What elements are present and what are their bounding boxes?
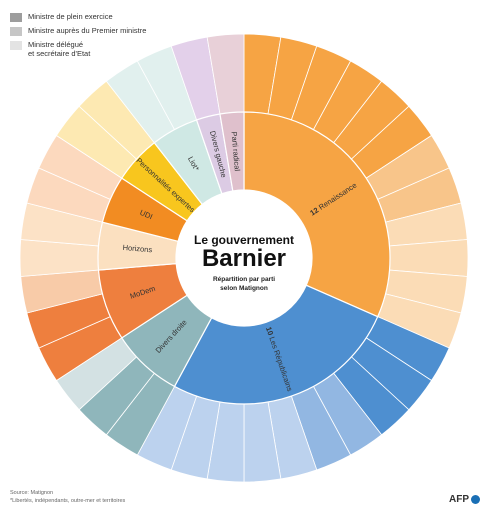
center-subtitle-line1: Répartition par parti xyxy=(213,276,275,283)
outer-ring xyxy=(19,33,469,483)
center-title: Le gouvernement xyxy=(194,233,294,247)
legend-label: Ministre auprès du Premier ministre xyxy=(28,26,147,35)
afp-logo-dot xyxy=(471,495,480,504)
legend-swatch xyxy=(10,41,22,50)
legend-swatch xyxy=(10,13,22,22)
legend-swatch xyxy=(10,27,22,36)
afp-logo: AFP xyxy=(449,494,480,505)
afp-logo-text: AFP xyxy=(449,494,469,505)
legend-label: Ministre de plein exercice xyxy=(28,12,113,21)
legend-item-aupres-premier-ministre: Ministre auprès du Premier ministre xyxy=(10,26,146,36)
center-name: Barnier xyxy=(202,245,286,272)
center-hole xyxy=(176,190,312,326)
party-label-horizons: Horizons xyxy=(122,243,152,254)
legend: Ministre de plein exercice Ministre aupr… xyxy=(10,12,146,62)
footnote: *Libertés, indépendants, outre-mer et te… xyxy=(10,498,126,504)
inner-ring xyxy=(97,111,391,405)
legend-item-plein-exercice: Ministre de plein exercice xyxy=(10,12,146,22)
legend-label: Ministre délégué et secrétaire d'Etat xyxy=(28,40,91,58)
party-label-parti-radical: Parti radical xyxy=(230,131,242,172)
center-subtitle-line2: selon Matignon xyxy=(220,285,268,292)
legend-item-delegue: Ministre délégué et secrétaire d'Etat xyxy=(10,40,146,58)
source-note: Source: Matignon xyxy=(10,490,54,496)
